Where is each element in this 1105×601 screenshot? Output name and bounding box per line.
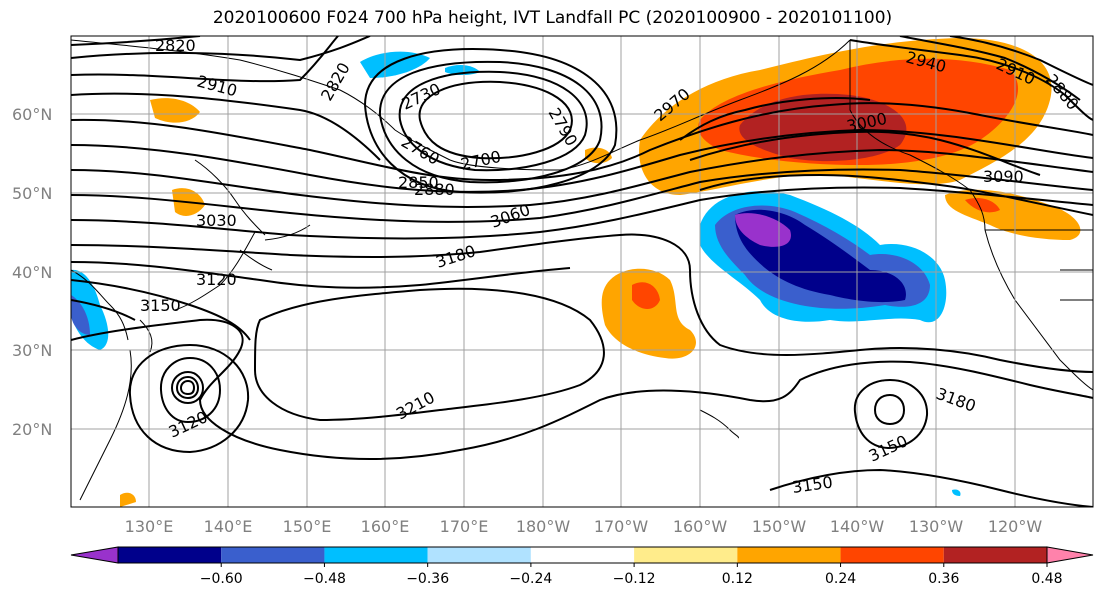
contour-label: 3090 — [983, 167, 1024, 186]
lon-label: 180°W — [516, 517, 571, 536]
latitude-labels: 60°N 50°N 40°N 30°N 20°N — [12, 105, 52, 439]
colorbar: −0.60 −0.48 −0.36 −0.24 −0.12 0.12 0.24 0.36 0.4… — [70, 546, 1094, 587]
colorbar-bin — [530, 547, 635, 563]
colorbar-bin — [427, 547, 531, 563]
contour-label: 2850 — [398, 173, 439, 192]
contour-label: 2880 — [414, 180, 455, 199]
contour-label: 2820 — [155, 36, 196, 55]
lat-label: 60°N — [12, 105, 52, 124]
ivt-negative-anomaly — [71, 51, 961, 496]
lon-label: 140°W — [830, 517, 885, 536]
colorbar-bin — [840, 547, 944, 563]
colorbar-bin — [634, 547, 738, 563]
longitude-labels: 130°E 140°E 150°E 160°E 170°E 180°W 170°… — [125, 517, 1043, 536]
lon-label: 140°E — [204, 517, 253, 536]
lon-label: 170°W — [594, 517, 649, 536]
lat-label: 20°N — [12, 420, 52, 439]
lon-label: 170°E — [440, 517, 489, 536]
map-frame — [70, 35, 1094, 508]
contour-label: 3150 — [140, 296, 181, 315]
ivt-positive-anomaly — [120, 38, 1081, 507]
lat-label: 40°N — [12, 263, 52, 282]
lat-label: 30°N — [12, 341, 52, 360]
lon-label: 130°W — [909, 517, 964, 536]
colorbar-arrow-high — [1046, 546, 1094, 564]
map-title: 2020100600 F024 700 hPa height, IVT Land… — [212, 8, 893, 28]
lon-label: 160°W — [673, 517, 728, 536]
colorbar-tick-label: −0.48 — [303, 571, 346, 587]
lon-label: 120°W — [988, 517, 1043, 536]
lon-label: 130°E — [125, 517, 174, 536]
colorbar-arrow-low — [70, 546, 119, 564]
lat-label: 50°N — [12, 184, 52, 203]
map-gridlines — [71, 36, 1093, 507]
colorbar-tick-label: 0.12 — [722, 571, 753, 587]
colorbar-tick-label: −0.24 — [509, 571, 552, 587]
lon-label: 150°E — [283, 517, 332, 536]
colorbar-tick-label: −0.60 — [200, 571, 243, 587]
contour-label: 3030 — [196, 211, 237, 230]
colorbar-bin — [737, 547, 841, 563]
colorbar-bin — [324, 547, 428, 563]
height-contours — [71, 36, 1093, 507]
colorbar-tick-label: 0.24 — [825, 571, 856, 587]
colorbar-bin — [943, 547, 1047, 563]
contour-label: 3120 — [196, 270, 237, 289]
map-panel: 2820 2910 2820 2730 2790 2760 2700 2850 … — [71, 36, 1093, 507]
colorbar-bin — [118, 547, 222, 563]
colorbar-tick-label: −0.36 — [406, 571, 449, 587]
colorbar-tick-label: 0.48 — [1031, 571, 1062, 587]
colorbar-tick-label: −0.12 — [613, 571, 656, 587]
colorbar-bin — [221, 547, 325, 563]
lon-label: 160°E — [361, 517, 410, 536]
lon-label: 150°W — [752, 517, 807, 536]
colorbar-tick-label: 0.36 — [928, 571, 959, 587]
colorbar-outline — [117, 546, 1048, 564]
